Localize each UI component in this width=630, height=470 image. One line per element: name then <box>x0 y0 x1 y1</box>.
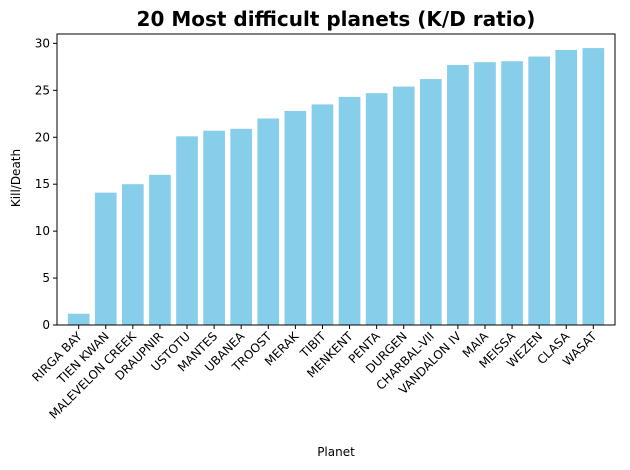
bar-19 <box>582 48 605 325</box>
bar-4 <box>176 136 198 325</box>
bar-10 <box>338 96 361 325</box>
bar-0 <box>67 313 90 325</box>
bar-1 <box>94 192 117 325</box>
y-axis-label: Kill/Death <box>9 149 23 207</box>
y-tick-label-3: 15 <box>35 177 50 191</box>
bar-17 <box>528 56 550 326</box>
bar-14 <box>447 64 469 325</box>
y-tick-label-4: 20 <box>35 130 50 144</box>
y-tick-label-2: 10 <box>35 224 50 238</box>
y-tick-label-6: 30 <box>35 36 50 50</box>
x-axis-label: Planet <box>317 445 355 459</box>
y-axis: 0 5 10 15 20 25 30 <box>35 36 57 332</box>
bar-6 <box>230 128 253 325</box>
bar-11 <box>365 93 388 326</box>
bar-13 <box>419 79 442 325</box>
chart-title: 20 Most difficult planets (K/D ratio) <box>137 7 536 31</box>
y-tick-label-0: 0 <box>42 318 50 332</box>
bar-16 <box>501 61 523 325</box>
bar-3 <box>149 174 171 325</box>
plot-frame <box>56 33 616 326</box>
bar-5 <box>203 130 225 325</box>
bar-12 <box>392 86 415 325</box>
y-tick-label-5: 25 <box>35 83 50 97</box>
bar-2 <box>122 184 144 325</box>
bar-9 <box>311 104 334 325</box>
bar-8 <box>284 110 307 326</box>
bar-7 <box>257 118 280 325</box>
y-tick-label-1: 5 <box>42 271 50 285</box>
bar-18 <box>555 49 578 325</box>
bars-group <box>67 48 605 326</box>
bar-15 <box>474 62 496 326</box>
